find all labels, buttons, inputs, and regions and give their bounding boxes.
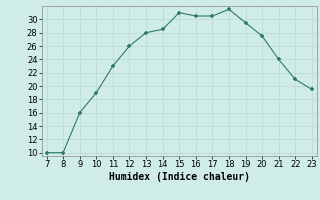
- X-axis label: Humidex (Indice chaleur): Humidex (Indice chaleur): [109, 172, 250, 182]
